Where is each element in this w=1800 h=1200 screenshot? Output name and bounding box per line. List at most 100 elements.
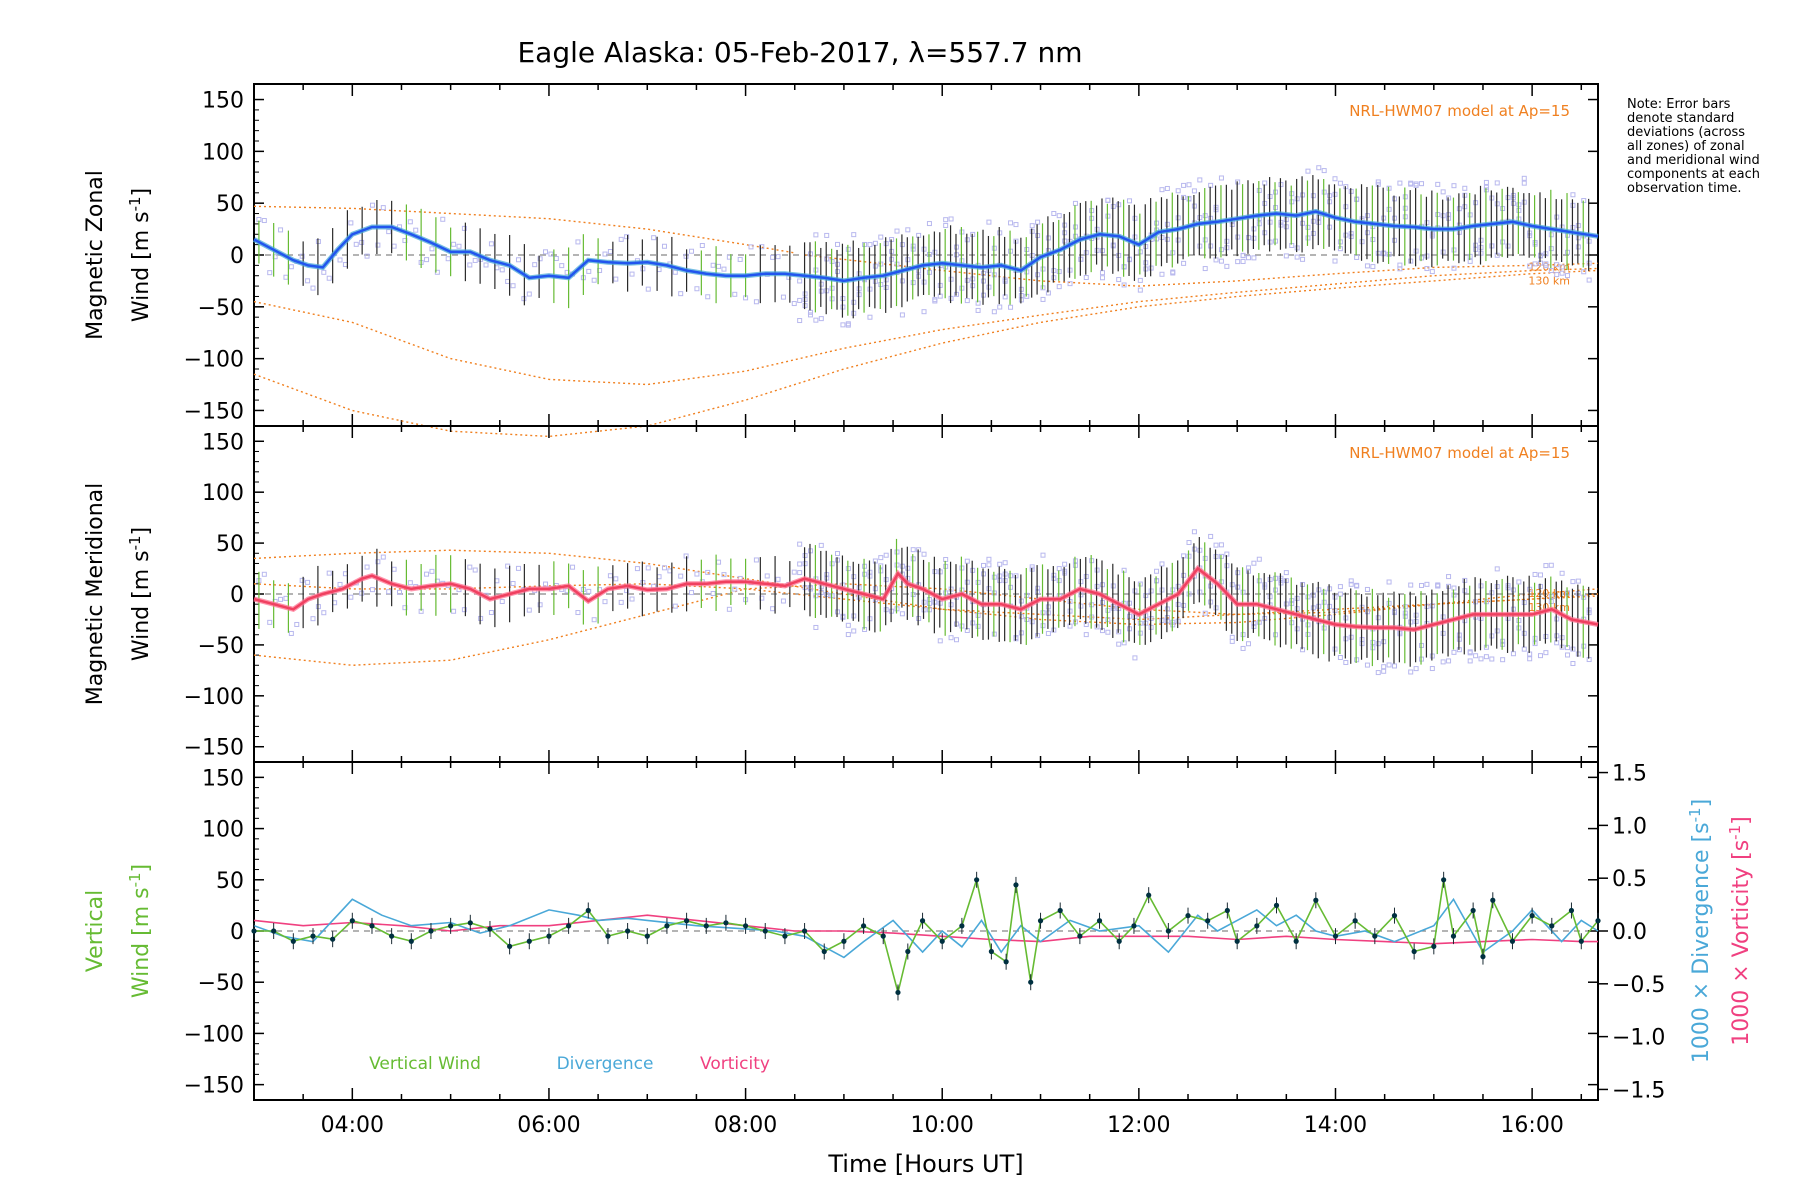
zone-sample-point bbox=[694, 571, 700, 577]
zone-sample-point bbox=[1332, 176, 1338, 182]
vertical-wind-point bbox=[905, 948, 911, 955]
vertical-wind-point bbox=[1165, 928, 1171, 934]
zone-sample-point bbox=[753, 557, 759, 563]
zone-sample-point bbox=[1121, 282, 1127, 288]
vertical-wind-point bbox=[1578, 938, 1584, 944]
zone-sample-point bbox=[591, 277, 597, 283]
zone-sample-point bbox=[1554, 272, 1560, 278]
zone-sample-point bbox=[1408, 582, 1414, 588]
zone-sample-point bbox=[1559, 264, 1565, 270]
zone-sample-point bbox=[1527, 656, 1533, 662]
zone-sample-point bbox=[499, 599, 505, 605]
zone-sample-point bbox=[921, 309, 927, 315]
zone-sample-point bbox=[986, 562, 992, 568]
zone-sample-point bbox=[413, 227, 419, 233]
vertical-wind-point bbox=[271, 928, 277, 934]
zone-sample-point bbox=[1245, 255, 1251, 261]
zone-sample-point bbox=[845, 632, 851, 638]
zone-sample-point bbox=[1413, 666, 1419, 672]
zone-sample-point bbox=[835, 241, 841, 247]
zone-sample-point bbox=[937, 638, 943, 644]
y-axis-unit-sup: -1 bbox=[126, 872, 144, 887]
vertical-wind-point bbox=[841, 938, 847, 944]
zone-sample-point bbox=[1256, 556, 1262, 562]
zone-sample-point bbox=[775, 576, 781, 582]
zone-sample-point bbox=[1500, 657, 1506, 663]
zone-sample-point bbox=[613, 276, 619, 282]
zone-sample-point bbox=[472, 567, 478, 573]
zone-sample-point bbox=[337, 257, 343, 263]
x-tick-label: 06:00 bbox=[517, 1113, 580, 1138]
zone-sample-point bbox=[559, 263, 565, 269]
zone-sample-point bbox=[326, 275, 332, 281]
zone-sample-point bbox=[1127, 198, 1133, 204]
zone-sample-point bbox=[878, 234, 884, 240]
vertical-wind-point bbox=[1372, 933, 1378, 939]
zone-sample-point bbox=[791, 301, 797, 307]
zone-sample-point bbox=[1521, 175, 1527, 181]
zone-sample-point bbox=[537, 256, 543, 262]
zone-sample-point bbox=[689, 248, 695, 254]
zone-sample-point bbox=[353, 241, 359, 247]
zone-sample-point bbox=[1154, 568, 1160, 574]
zone-sample-point bbox=[1521, 180, 1527, 186]
zone-sample-point bbox=[1186, 182, 1192, 188]
zone-sample-point bbox=[797, 541, 803, 547]
model-curve bbox=[804, 254, 1599, 287]
zone-sample-point bbox=[835, 551, 841, 557]
vertical-wind-point bbox=[448, 923, 454, 929]
model-curve bbox=[253, 583, 1599, 667]
zone-sample-point bbox=[1435, 181, 1441, 187]
zone-sample-point bbox=[764, 573, 770, 579]
zone-sample-point bbox=[753, 299, 759, 305]
note-line: all zones) of zonal bbox=[1627, 139, 1745, 154]
zone-sample-point bbox=[1413, 181, 1419, 187]
zone-sample-point bbox=[1386, 662, 1392, 668]
zone-sample-point bbox=[321, 269, 327, 275]
zone-sample-point bbox=[510, 283, 516, 289]
vertical-wind-point bbox=[988, 948, 994, 955]
zone-sample-point bbox=[710, 262, 716, 268]
y-tick-label: −150 bbox=[184, 1074, 244, 1099]
zone-sample-point bbox=[1532, 571, 1538, 577]
zone-sample-point bbox=[570, 564, 576, 570]
zone-sample-point bbox=[1283, 570, 1289, 576]
zone-sample-point bbox=[1159, 561, 1165, 567]
zone-sample-point bbox=[699, 243, 705, 249]
y-tick-label: −150 bbox=[184, 736, 244, 761]
zone-sample-point bbox=[483, 262, 489, 268]
zone-sample-point bbox=[1300, 256, 1306, 262]
zone-sample-point bbox=[1565, 652, 1571, 658]
vertical-wind-point bbox=[1411, 948, 1417, 955]
zone-sample-point bbox=[1321, 168, 1327, 174]
zone-sample-point bbox=[1435, 583, 1441, 589]
zone-sample-point bbox=[1116, 277, 1122, 283]
right-axis-label-divergence-text: 1000 × Divergence [s bbox=[1689, 822, 1714, 1063]
zone-sample-point bbox=[1240, 252, 1246, 258]
vertical-wind-point bbox=[683, 918, 690, 924]
vertical-wind-point bbox=[1293, 938, 1299, 944]
x-tick-label: 14:00 bbox=[1304, 1113, 1367, 1138]
zone-sample-point bbox=[543, 249, 549, 255]
zone-sample-point bbox=[1105, 629, 1111, 635]
zone-sample-point bbox=[602, 251, 608, 257]
zone-sample-point bbox=[305, 278, 311, 284]
zone-sample-point bbox=[705, 294, 711, 300]
zone-sample-point bbox=[1202, 610, 1208, 616]
zone-sample-point bbox=[278, 596, 284, 602]
zone-sample-point bbox=[705, 569, 711, 575]
zone-sample-point bbox=[1494, 180, 1500, 186]
zone-sample-point bbox=[1240, 645, 1246, 651]
zone-sample-point bbox=[575, 239, 581, 245]
zone-sample-point bbox=[780, 294, 786, 300]
zone-sample-point bbox=[818, 316, 824, 322]
zone-sample-point bbox=[467, 262, 473, 268]
zone-sample-point bbox=[526, 291, 532, 297]
zone-sample-point bbox=[1191, 529, 1197, 535]
vertical-wind-point bbox=[895, 989, 901, 996]
zone-sample-point bbox=[1532, 261, 1538, 267]
zone-sample-point bbox=[397, 589, 403, 595]
zone-sample-point bbox=[986, 219, 992, 225]
zone-sample-point bbox=[1229, 638, 1235, 644]
zone-sample-point bbox=[1181, 182, 1187, 188]
